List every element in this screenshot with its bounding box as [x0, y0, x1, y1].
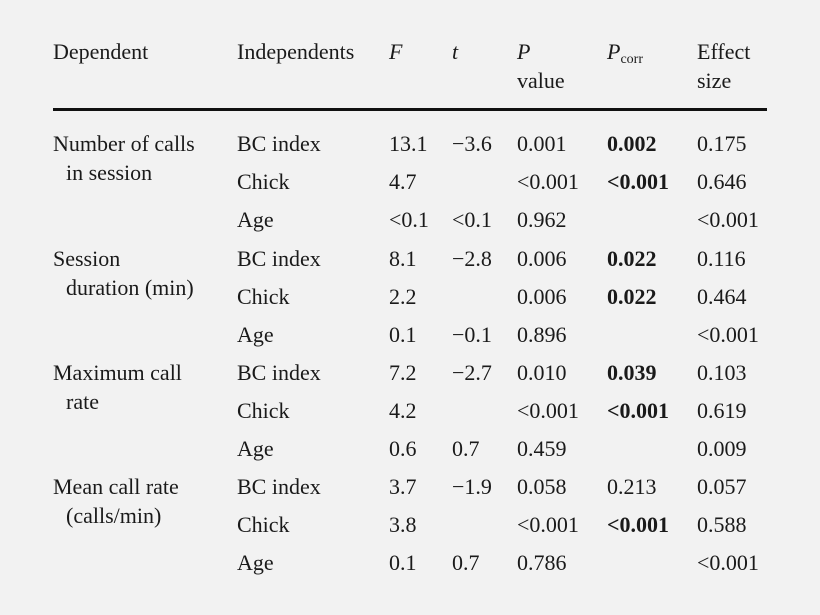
cell-f: 0.1 — [389, 322, 417, 347]
cell-independent: BC index — [237, 360, 321, 385]
cell-effect: 0.619 — [697, 398, 747, 423]
cell-effect: 0.464 — [697, 284, 747, 309]
cell-p: 0.001 — [517, 131, 567, 156]
cell-independent: Chick — [237, 398, 290, 423]
header-f: F — [389, 39, 403, 64]
cell-independent: Chick — [237, 512, 290, 537]
header-p-value: value — [517, 68, 565, 93]
cell-effect: 0.175 — [697, 131, 747, 156]
header-p: P — [517, 39, 531, 64]
cell-effect: <0.001 — [697, 207, 759, 232]
cell-t: 0.7 — [452, 436, 480, 461]
dependent-label: in session — [66, 160, 153, 185]
cell-t: <0.1 — [452, 207, 492, 232]
cell-p: 0.010 — [517, 360, 567, 385]
cell-t: −1.9 — [452, 474, 492, 499]
header-t: t — [452, 39, 459, 64]
cell-independent: Age — [237, 322, 274, 347]
header-rule — [53, 108, 767, 111]
cell-p: 0.006 — [517, 246, 567, 271]
header-pcorr-main: P — [607, 39, 621, 64]
header-independents: Independents — [237, 39, 355, 64]
dependent-label: duration (min) — [66, 275, 194, 300]
cell-t: −3.6 — [452, 131, 492, 156]
cell-effect: 0.588 — [697, 512, 747, 537]
cell-t: −2.7 — [452, 360, 492, 385]
cell-independent: Chick — [237, 284, 290, 309]
cell-pcorr: 0.022 — [607, 284, 657, 309]
cell-effect: <0.001 — [697, 322, 759, 347]
cell-f: 0.1 — [389, 550, 417, 575]
cell-p: 0.058 — [517, 474, 567, 499]
cell-f: <0.1 — [389, 207, 429, 232]
header-effect-size: size — [697, 68, 732, 93]
dependent-label: Session — [53, 246, 121, 271]
header-dependent: Dependent — [53, 39, 149, 64]
dependent-label: Mean call rate — [53, 474, 179, 499]
cell-effect: 0.057 — [697, 474, 747, 499]
cell-t: −2.8 — [452, 246, 492, 271]
cell-f: 0.6 — [389, 436, 417, 461]
cell-p: 0.006 — [517, 284, 567, 309]
cell-pcorr: <0.001 — [607, 512, 670, 537]
cell-pcorr: 0.022 — [607, 246, 657, 271]
header-effect: Effect — [697, 39, 751, 64]
cell-f: 4.2 — [389, 398, 417, 423]
cell-independent: Age — [237, 207, 274, 232]
cell-independent: BC index — [237, 131, 321, 156]
cell-p: 0.962 — [517, 207, 567, 232]
cell-f: 7.2 — [389, 360, 417, 385]
dependent-label: (calls/min) — [66, 503, 162, 528]
cell-t: −0.1 — [452, 322, 492, 347]
cell-independent: Age — [237, 550, 274, 575]
header-pcorr: Pcorr — [607, 37, 643, 74]
cell-f: 3.8 — [389, 512, 417, 537]
header-pcorr-sub: corr — [620, 52, 643, 67]
cell-effect: 0.646 — [697, 169, 747, 194]
dependent-label: Number of calls — [53, 131, 195, 156]
cell-pcorr: 0.039 — [607, 360, 657, 385]
cell-pcorr: <0.001 — [607, 398, 670, 423]
cell-f: 13.1 — [389, 131, 428, 156]
cell-f: 3.7 — [389, 474, 417, 499]
cell-independent: BC index — [237, 246, 321, 271]
cell-p: 0.896 — [517, 322, 567, 347]
cell-p: 0.786 — [517, 550, 567, 575]
cell-independent: BC index — [237, 474, 321, 499]
cell-f: 4.7 — [389, 169, 417, 194]
cell-effect: <0.001 — [697, 550, 759, 575]
cell-independent: Chick — [237, 169, 290, 194]
cell-f: 2.2 — [389, 284, 417, 309]
cell-p: <0.001 — [517, 169, 579, 194]
cell-effect: 0.009 — [697, 436, 747, 461]
dependent-label: rate — [66, 389, 99, 414]
cell-effect: 0.103 — [697, 360, 747, 385]
cell-t: 0.7 — [452, 550, 480, 575]
cell-f: 8.1 — [389, 246, 417, 271]
cell-p: <0.001 — [517, 512, 579, 537]
cell-p: <0.001 — [517, 398, 579, 423]
cell-p: 0.459 — [517, 436, 567, 461]
cell-pcorr: <0.001 — [607, 169, 670, 194]
dependent-label: Maximum call — [53, 360, 182, 385]
cell-effect: 0.116 — [697, 246, 746, 271]
cell-independent: Age — [237, 436, 274, 461]
cell-pcorr: 0.213 — [607, 474, 657, 499]
cell-pcorr: 0.002 — [607, 131, 657, 156]
